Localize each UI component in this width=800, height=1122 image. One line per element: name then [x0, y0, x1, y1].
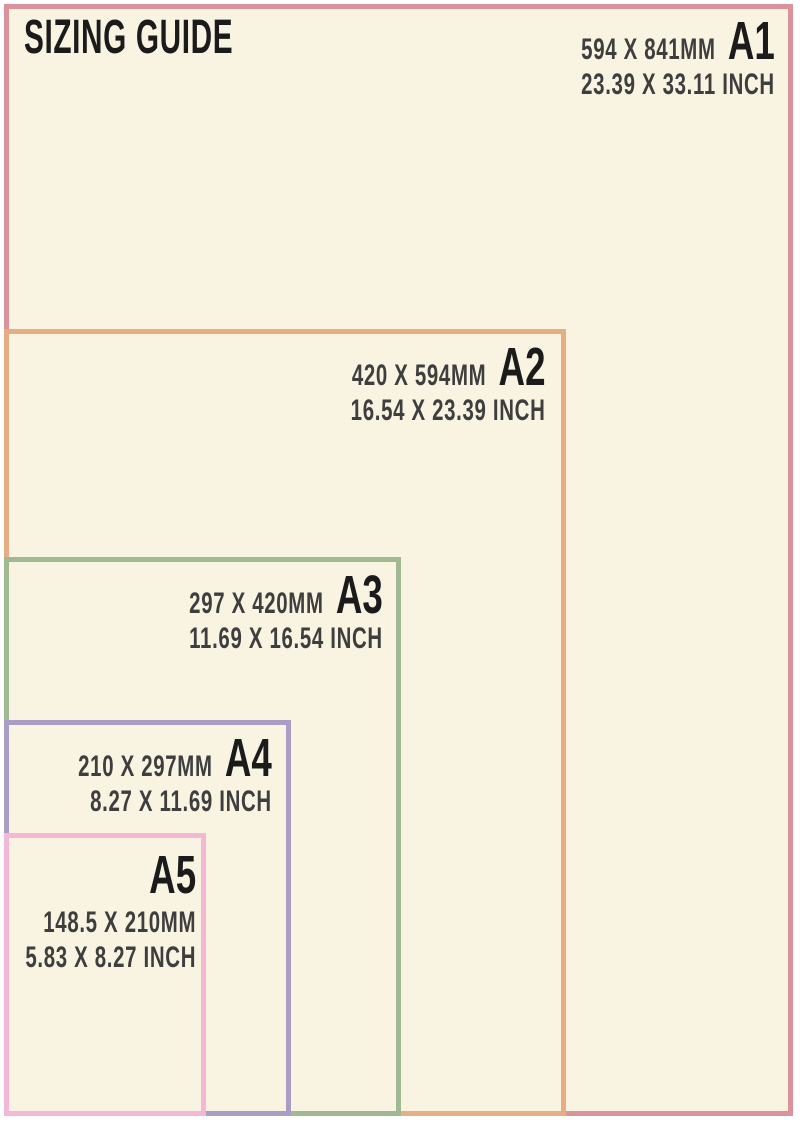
a4-mm-dimensions: 210 X 297MM: [78, 750, 213, 783]
a2-inch-dimensions: 16.54 X 23.39 INCH: [350, 393, 545, 427]
a3-size-label: A3: [336, 565, 383, 625]
a2-label-row: 420 X 594MM A2: [351, 337, 545, 397]
a5-label-block: A5 148.5 X 210MM 5.83 X 8.27 INCH: [25, 845, 197, 975]
a5-inch-dimensions: 5.83 X 8.27 INCH: [25, 940, 196, 974]
a4-label-row: 210 X 297MM A4: [78, 728, 272, 788]
a5-mm-dimensions: 148.5 X 210MM: [43, 906, 197, 940]
a2-size-label: A2: [498, 337, 545, 397]
a1-label-block: 594 X 841MM A1 23.39 X 33.11 INCH: [581, 11, 775, 102]
a3-label-row: 297 X 420MM A3: [189, 565, 383, 625]
page-title: SIZING GUIDE: [24, 11, 234, 64]
a1-label-row: 594 X 841MM A1: [581, 11, 775, 71]
a1-size-label: A1: [728, 11, 775, 71]
a1-inch-dimensions: 23.39 X 33.11 INCH: [581, 67, 775, 101]
a1-mm-dimensions: 594 X 841MM: [581, 33, 716, 66]
a3-inch-dimensions: 11.69 X 16.54 INCH: [189, 621, 383, 655]
a2-label-block: 420 X 594MM A2 16.54 X 23.39 INCH: [350, 337, 545, 428]
a5-size-rectangle: [4, 833, 206, 1116]
a3-label-block: 297 X 420MM A3 11.69 X 16.54 INCH: [189, 565, 383, 656]
a3-mm-dimensions: 297 X 420MM: [189, 587, 324, 620]
a4-inch-dimensions: 8.27 X 11.69 INCH: [90, 784, 273, 818]
a4-size-label: A4: [225, 728, 272, 788]
a4-label-block: 210 X 297MM A4 8.27 X 11.69 INCH: [78, 728, 273, 819]
a2-mm-dimensions: 420 X 594MM: [351, 359, 486, 392]
a5-size-label: A5: [149, 845, 196, 905]
